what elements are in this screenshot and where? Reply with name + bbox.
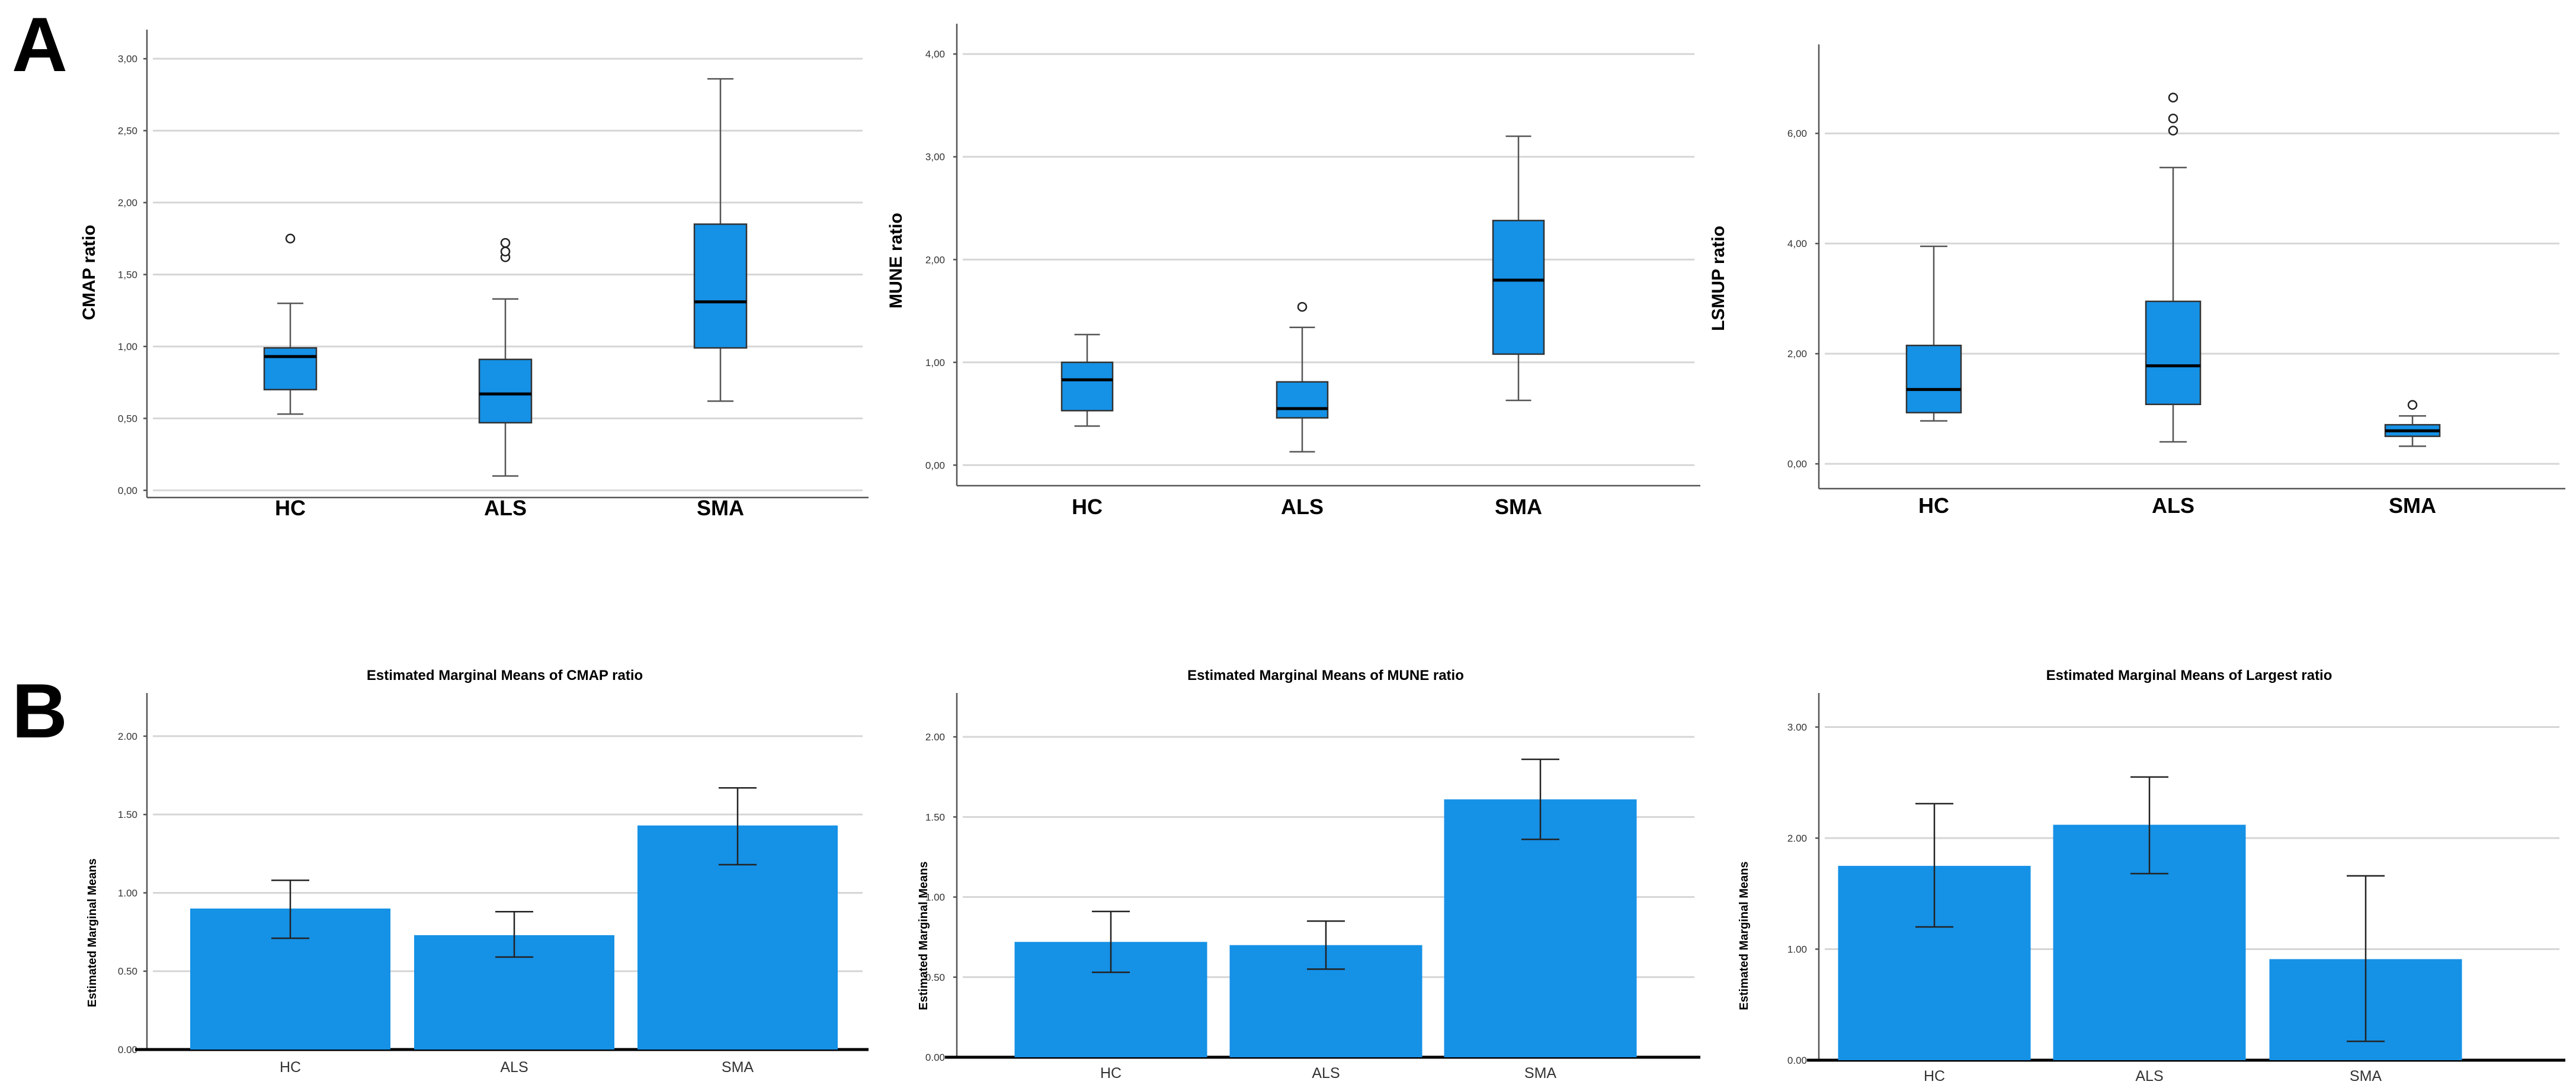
y-tick-label: 0,00 bbox=[925, 460, 945, 471]
x-tick-label: ALS bbox=[2135, 1068, 2163, 1084]
y-tick-label: 2,50 bbox=[118, 126, 137, 137]
lsmup-ratio-boxplot: 0,00 2,00 4,00 6,00 LSMUP ratio HC ALS SMA bbox=[1709, 44, 2565, 518]
outlier-point bbox=[285, 233, 296, 244]
outlier-point bbox=[500, 238, 511, 248]
y-tick-label: 1,50 bbox=[118, 269, 137, 281]
y-tick-label: 2.00 bbox=[925, 731, 945, 743]
x-tick-label: HC bbox=[275, 496, 306, 520]
cmap-ratio-boxplot: 0,00 0,50 1,00 1,50 2,00 2,50 3,00 CMAP ratio HC… bbox=[79, 30, 869, 520]
panel-label-b: B bbox=[12, 668, 68, 754]
outlier-point bbox=[2168, 113, 2178, 124]
y-tick-label: 0.50 bbox=[925, 972, 945, 983]
x-tick-label: HC bbox=[1100, 1065, 1122, 1082]
y-tick-label: 1,00 bbox=[118, 341, 137, 352]
cmap-emm-bar-chart: 0.00 0.50 1.00 1.50 2.00 Estimated Marginal M… bbox=[86, 668, 869, 1076]
y-axis-label: Estimated Marginal Means bbox=[1738, 861, 1751, 1010]
y-tick-label: 1,00 bbox=[925, 357, 945, 368]
mune-emm-bar-chart: 0.00 0.50 1.00 1.50 2.00 Estimated Marginal M… bbox=[917, 668, 1700, 1082]
chart-title: Estimated Marginal Means of Largest rati… bbox=[2046, 668, 2333, 684]
y-tick-label: 1.50 bbox=[925, 811, 945, 823]
x-tick-label: ALS bbox=[484, 496, 527, 520]
box-iqr bbox=[693, 223, 748, 349]
box-iqr bbox=[1276, 381, 1329, 419]
y-tick-label: 4,00 bbox=[925, 49, 945, 60]
y-tick-label: 4,00 bbox=[1787, 238, 1807, 249]
y-tick-label: 1.00 bbox=[925, 892, 945, 903]
x-tick-label: HC bbox=[280, 1059, 301, 1076]
y-axis-label: Estimated Marginal Means bbox=[86, 858, 99, 1007]
y-tick-label: 1.00 bbox=[118, 887, 137, 899]
y-tick-label: 0,50 bbox=[118, 413, 137, 424]
x-tick-label: SMA bbox=[2350, 1068, 2382, 1084]
y-tick-label: 1.50 bbox=[118, 809, 137, 820]
outlier-point bbox=[2407, 400, 2418, 410]
y-tick-label: 0.00 bbox=[1787, 1055, 1807, 1066]
chart-title: Estimated Marginal Means of CMAP ratio bbox=[367, 668, 643, 684]
x-tick-label: HC bbox=[1072, 495, 1103, 519]
box-iqr bbox=[263, 347, 318, 391]
x-tick-label: ALS bbox=[500, 1059, 528, 1076]
outlier-point bbox=[2168, 126, 2178, 136]
box-iqr bbox=[2145, 300, 2202, 405]
y-tick-label: 0.00 bbox=[925, 1052, 945, 1063]
y-tick-label: 0,00 bbox=[118, 485, 137, 496]
outlier-point bbox=[2168, 92, 2178, 102]
y-tick-label: 2.00 bbox=[118, 731, 137, 742]
x-tick-label: SMA bbox=[1524, 1065, 1557, 1082]
x-tick-label: ALS bbox=[1281, 495, 1324, 519]
box-iqr bbox=[1492, 220, 1545, 355]
y-tick-label: 2.00 bbox=[1787, 833, 1807, 844]
y-tick-label: 6,00 bbox=[1787, 128, 1807, 139]
x-tick-label: ALS bbox=[2152, 493, 2194, 518]
y-axis-label: LSMUP ratio bbox=[1709, 226, 1728, 331]
box-iqr bbox=[1060, 361, 1114, 412]
y-axis-label: MUNE ratio bbox=[886, 213, 906, 309]
box-iqr bbox=[1905, 344, 1962, 413]
x-tick-label: ALS bbox=[1312, 1065, 1340, 1082]
y-tick-label: 2,00 bbox=[925, 254, 945, 265]
y-tick-label: 3.00 bbox=[1787, 722, 1807, 733]
y-tick-label: 3,00 bbox=[118, 53, 137, 65]
largest-emm-bar-chart: 0.00 1.00 2.00 3.00 Estimated Marginal Means… bbox=[1738, 668, 2565, 1084]
y-tick-label: 0,00 bbox=[1787, 458, 1807, 470]
y-tick-label: 3,00 bbox=[925, 152, 945, 163]
mune-ratio-boxplot: 0,00 1,00 2,00 3,00 4,00 MUNE ratio HC ALS SMA bbox=[886, 24, 1700, 519]
y-tick-label: 1.00 bbox=[1787, 944, 1807, 955]
x-tick-label: SMA bbox=[722, 1059, 754, 1076]
y-tick-label: 2,00 bbox=[118, 197, 137, 208]
x-tick-label: SMA bbox=[697, 496, 744, 520]
bar bbox=[1444, 799, 1637, 1057]
x-tick-label: SMA bbox=[2389, 493, 2436, 518]
chart-title: Estimated Marginal Means of MUNE ratio bbox=[1187, 668, 1464, 684]
box-iqr bbox=[478, 358, 533, 423]
x-tick-label: SMA bbox=[1495, 495, 1542, 519]
outlier-point bbox=[500, 246, 511, 256]
y-tick-label: 2,00 bbox=[1787, 348, 1807, 360]
x-tick-label: HC bbox=[1924, 1068, 1945, 1084]
y-tick-label: 0.00 bbox=[118, 1044, 137, 1055]
y-axis-label: CMAP ratio bbox=[79, 224, 99, 320]
x-tick-label: HC bbox=[1918, 493, 1949, 518]
y-tick-label: 0.50 bbox=[118, 966, 137, 977]
panel-label-a: A bbox=[12, 1, 68, 88]
y-axis-label: Estimated Marginal Means bbox=[917, 861, 930, 1010]
outlier-point bbox=[1297, 301, 1308, 312]
